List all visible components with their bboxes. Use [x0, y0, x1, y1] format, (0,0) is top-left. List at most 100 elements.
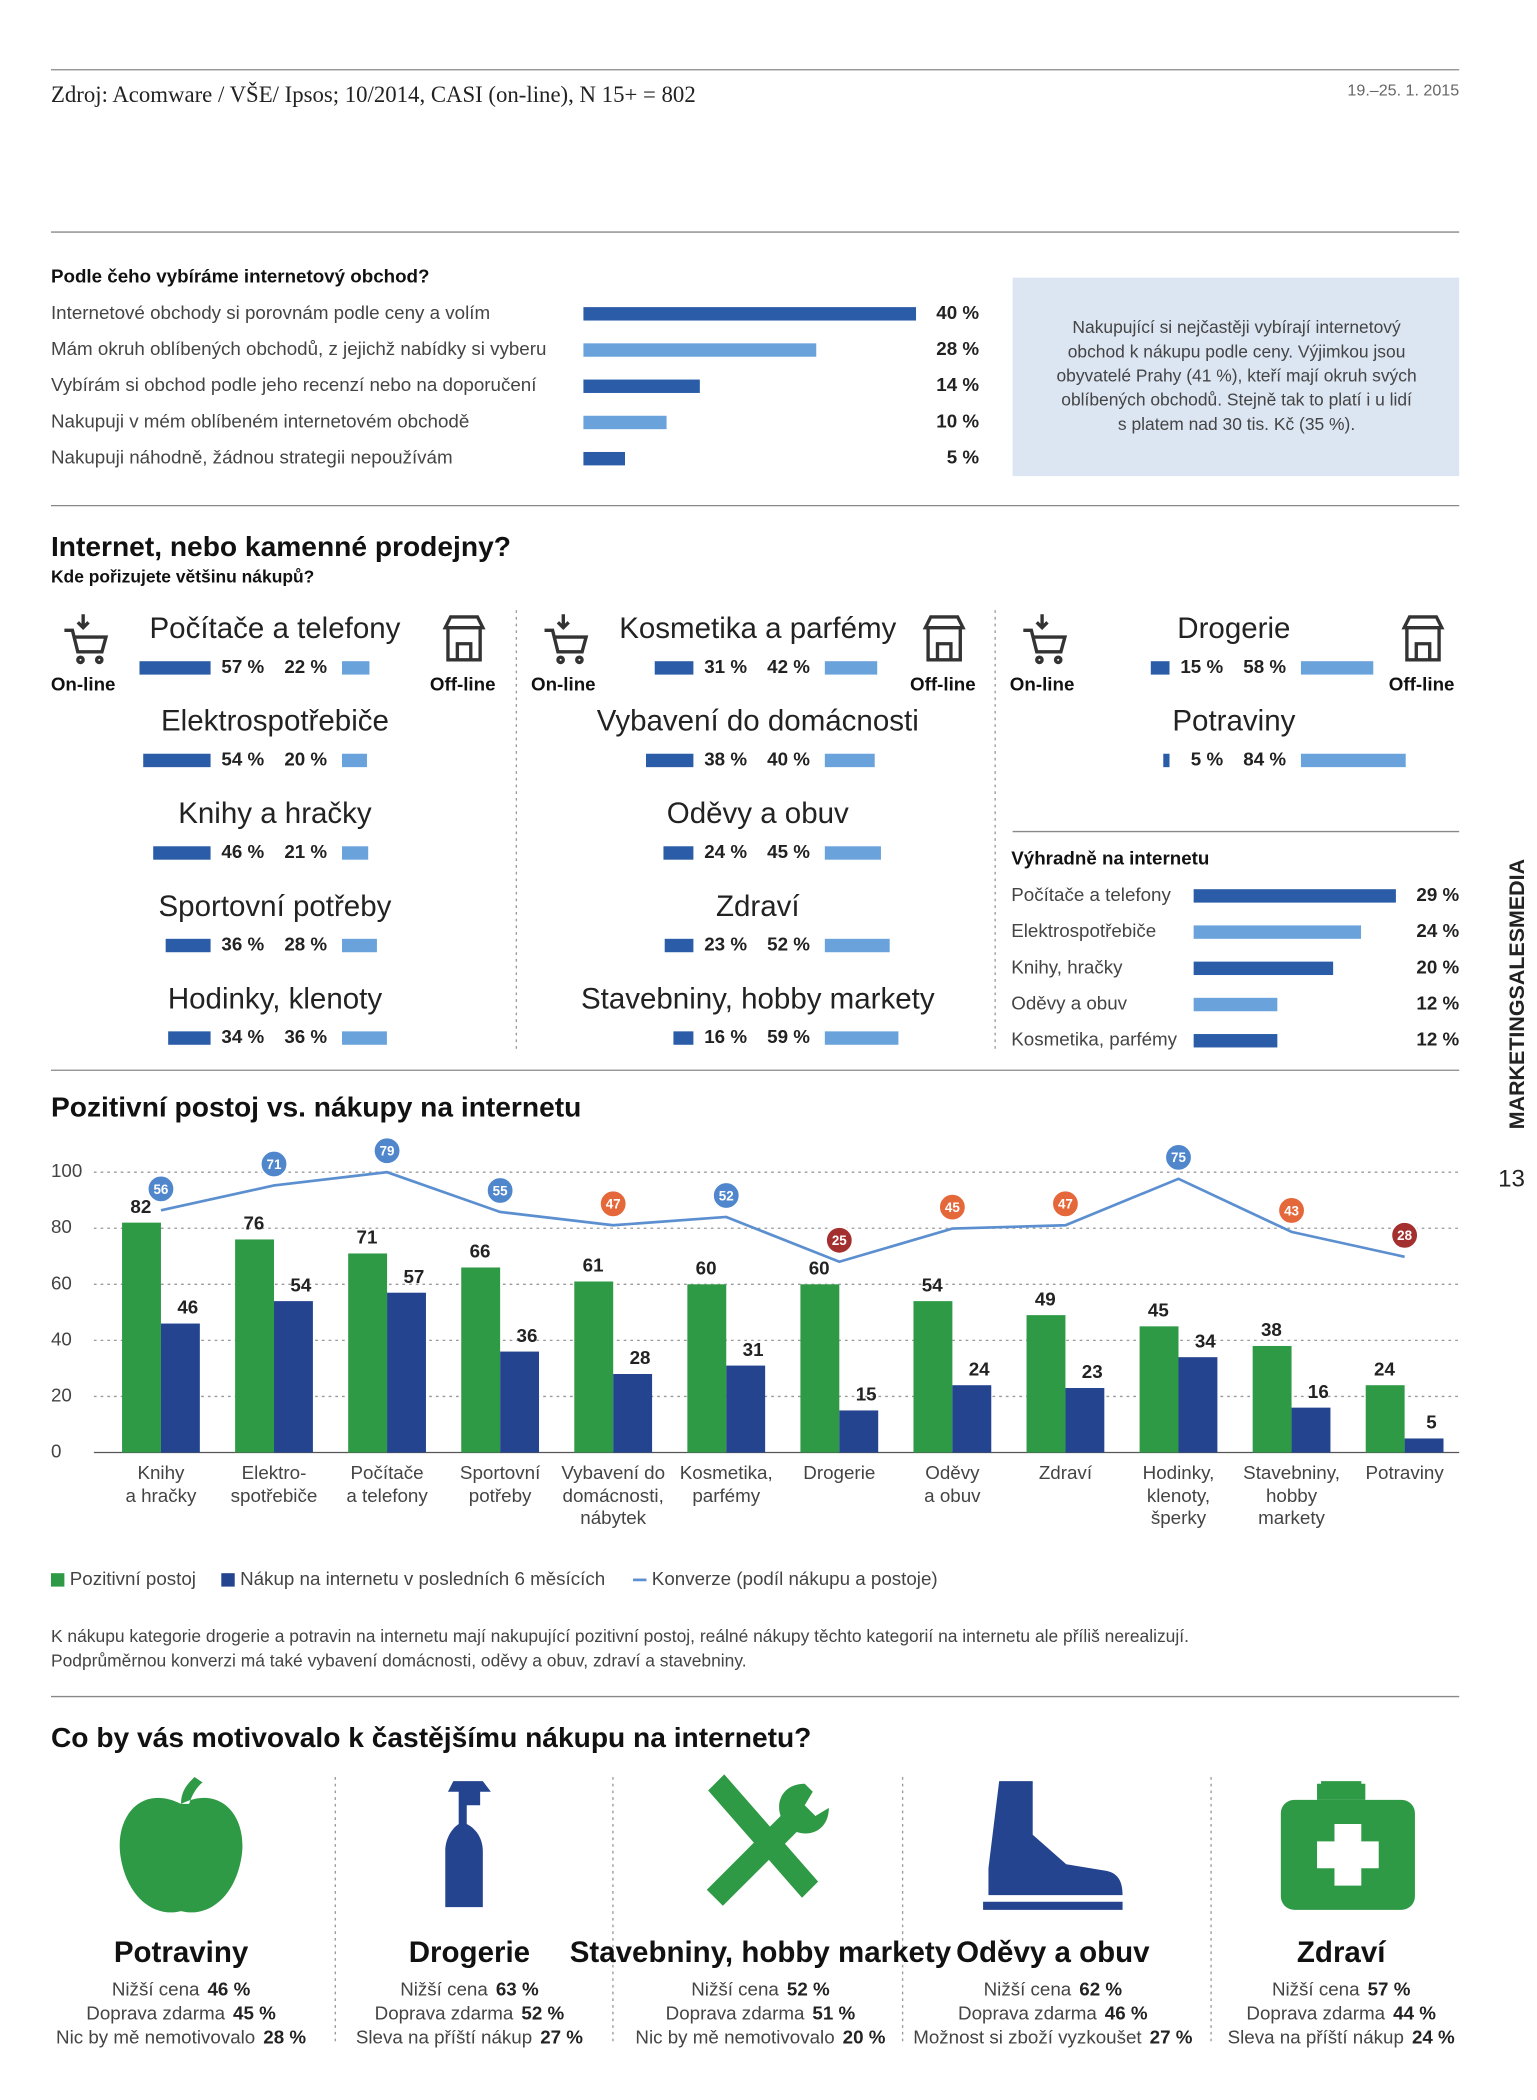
x-tick-label: Potraviny: [1365, 1461, 1444, 1483]
value-label: 34 %: [221, 1026, 264, 1047]
line: [160, 1170, 1405, 1264]
value-label: 46: [177, 1297, 198, 1318]
reason-value: 20 %: [843, 2027, 886, 2048]
y-tick-label: 40: [51, 1328, 72, 1349]
bar: [1193, 961, 1334, 976]
note-line: obyvatelé Prahy (41 %), kteří mají okruh…: [1056, 365, 1416, 385]
value-label: 59 %: [767, 1026, 810, 1047]
category-name: Kosmetika a parfémy: [619, 612, 896, 645]
bar: [800, 1284, 840, 1453]
bar: [583, 343, 817, 357]
bar: [952, 1385, 992, 1453]
x-tick-label: Oděvy a obuv: [924, 1461, 981, 1506]
value-label: 34: [1195, 1330, 1216, 1351]
marker: [1164, 1142, 1193, 1172]
value-label: 38: [1261, 1319, 1282, 1340]
value-label: 36 %: [221, 933, 264, 954]
online-bar: [664, 938, 694, 953]
marker: [1051, 1189, 1080, 1219]
value-label: 12 %: [1416, 992, 1459, 1013]
x-tick-label: Počítače a telefony: [346, 1461, 428, 1506]
category-name: Stavebniny, hobby markety: [581, 982, 935, 1015]
date: 19.–25. 1. 2015: [1347, 81, 1459, 99]
online-bar: [153, 846, 211, 860]
chart-title: Pozitivní postoj vs. nákupy na internetu: [51, 1092, 581, 1123]
value-label: 57: [403, 1266, 424, 1287]
reason: Nižší cena 57 %: [1272, 1978, 1411, 1999]
value-label: 20 %: [284, 748, 327, 769]
value-label: 54: [922, 1274, 943, 1295]
reason-label: Sleva na příští nákup: [1228, 2027, 1404, 2048]
value-label: 14 %: [936, 374, 979, 395]
category-name: Sportovní potřeby: [159, 890, 392, 923]
x-tick-label: Hodinky, klenoty, šperky: [1142, 1461, 1215, 1529]
marker-label: 75: [1171, 1150, 1186, 1165]
bar: [1193, 889, 1396, 903]
item-label: Mám okruh oblíbených obchodů, z jejichž …: [51, 338, 546, 359]
reason-value: 27 %: [1150, 2027, 1193, 2048]
online-bar: [645, 753, 694, 768]
legend-swatch: [221, 1573, 235, 1587]
item-label: Knihy, hračky: [1011, 956, 1123, 977]
item-label: Vybírám si obchod podle jeho recenzí neb…: [51, 374, 537, 395]
section-title: Podle čeho vybíráme internetový obchod?: [51, 266, 430, 287]
online-bar: [663, 846, 694, 860]
bar: [160, 1323, 200, 1453]
legend-swatch: [50, 1573, 65, 1587]
note-line: obchod k nákupu podle ceny. Výjimkou jso…: [1068, 341, 1406, 361]
category-name: Potraviny: [1172, 705, 1295, 738]
reason-label: Nic by mě nemotivovalo: [56, 2027, 255, 2048]
value-label: 28 %: [936, 338, 979, 359]
reason: Nižší cena 62 %: [984, 1978, 1123, 1999]
value-label: 45 %: [767, 841, 810, 862]
x-tick-label: Zdraví: [1038, 1461, 1093, 1483]
x-tick-label: Drogerie: [803, 1461, 876, 1483]
reason-value: 51 %: [812, 2002, 855, 2023]
reason: Sleva na příští nákup 27 %: [356, 2027, 583, 2048]
value-label: 23 %: [704, 933, 747, 954]
marker: [937, 1192, 967, 1222]
reason: Doprava zdarma 52 %: [375, 2002, 565, 2023]
value-label: 84 %: [1243, 748, 1286, 769]
offline-bar: [824, 1031, 899, 1045]
bar: [1193, 997, 1278, 1012]
value-label: 60: [696, 1258, 717, 1279]
marker-label: 79: [380, 1144, 395, 1159]
bar: [583, 415, 667, 430]
section-title: Výhradně na internetu: [1011, 848, 1209, 869]
bar: [613, 1373, 653, 1453]
value-label: 52 %: [767, 933, 810, 954]
marker-label: 56: [153, 1182, 168, 1197]
reason: Doprava zdarma 51 %: [666, 2002, 856, 2023]
bar: [500, 1351, 540, 1453]
category-name: Zdraví: [716, 890, 800, 923]
online-bar: [168, 1031, 211, 1045]
value-label: 82: [130, 1196, 151, 1217]
offline-bar: [342, 938, 377, 953]
marker-label: 47: [606, 1197, 621, 1212]
reason: Nic by mě nemotivovalo 28 %: [56, 2027, 306, 2048]
bar: [122, 1222, 161, 1453]
category-name: Oděvy a obuv: [667, 797, 849, 830]
bar: [583, 379, 700, 393]
marker: [485, 1176, 515, 1205]
value-label: 24: [969, 1358, 990, 1379]
value-label: 36: [517, 1325, 538, 1346]
reason: Sleva na příští nákup 24 %: [1228, 2027, 1455, 2048]
value-label: 21 %: [284, 841, 327, 862]
x-tick-label: Stavebniny, hobby markety: [1243, 1461, 1340, 1529]
x-tick-label: Knihy a hračky: [125, 1461, 197, 1506]
reason-label: Sleva na příští nákup: [356, 2027, 532, 2048]
offline-label: Off-line: [430, 673, 496, 694]
offline-bar: [824, 753, 875, 768]
item-label: Internetové obchody si porovnám podle ce…: [51, 302, 490, 323]
category-name: Elektrospotřebiče: [161, 705, 389, 738]
reason-label: Nižší cena: [1272, 1978, 1360, 1999]
offline-bar: [824, 938, 890, 953]
reason-label: Nižší cena: [984, 1978, 1072, 1999]
reason: Doprava zdarma 45 %: [86, 2002, 276, 2023]
online-bar: [654, 661, 694, 675]
bar: [1193, 925, 1362, 939]
y-tick-label: 0: [51, 1440, 61, 1461]
